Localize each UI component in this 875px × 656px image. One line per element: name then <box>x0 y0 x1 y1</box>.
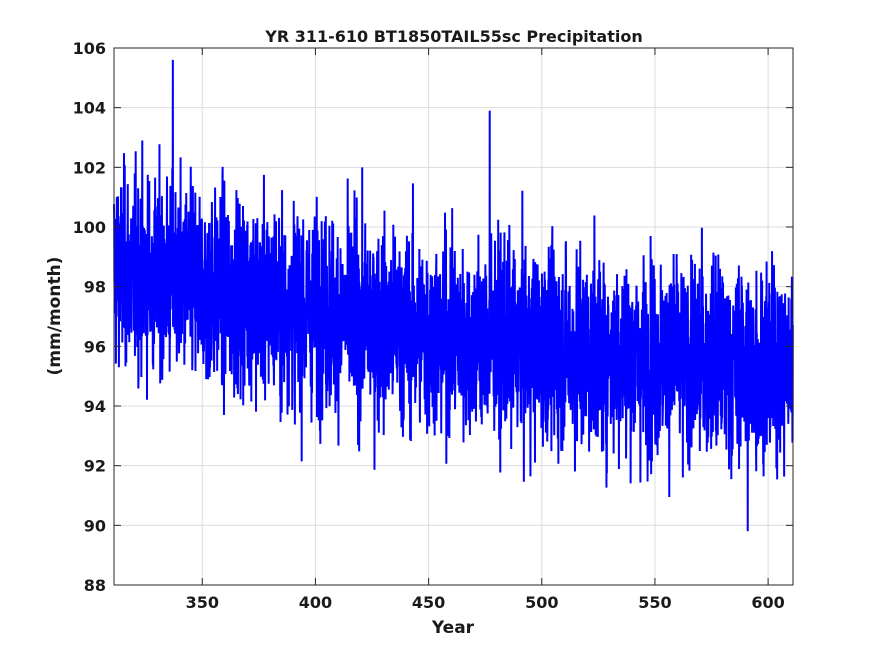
y-tick-label: 94 <box>84 397 106 416</box>
y-tick-label: 100 <box>73 218 106 237</box>
series-line <box>113 59 794 532</box>
y-tick-label: 102 <box>73 158 106 177</box>
y-axis-label: (mm/month) <box>45 257 65 376</box>
plot-area <box>113 59 794 532</box>
x-tick-label: 450 <box>412 593 445 612</box>
axis-ticks: 350 400 450 500 550 600 88 90 92 94 96 98 100 102 104 1… <box>73 39 793 612</box>
y-tick-label: 104 <box>73 99 106 118</box>
x-tick-label: 600 <box>751 593 784 612</box>
y-tick-label: 92 <box>84 457 106 476</box>
x-axis-label: Year <box>431 618 475 638</box>
y-tick-label: 98 <box>84 278 106 297</box>
x-tick-label: 500 <box>525 593 558 612</box>
y-tick-label: 96 <box>84 337 106 356</box>
y-tick-label: 106 <box>73 39 106 58</box>
plot-frame <box>113 47 794 586</box>
y-tick-label: 90 <box>84 516 106 535</box>
chart-title: YR 311-610 BT1850TAIL55sc Precipitation <box>264 27 643 46</box>
x-tick-label: 400 <box>299 593 332 612</box>
y-tick-label: 88 <box>84 576 106 595</box>
x-tick-label: 350 <box>186 593 219 612</box>
x-tick-label: 550 <box>638 593 671 612</box>
